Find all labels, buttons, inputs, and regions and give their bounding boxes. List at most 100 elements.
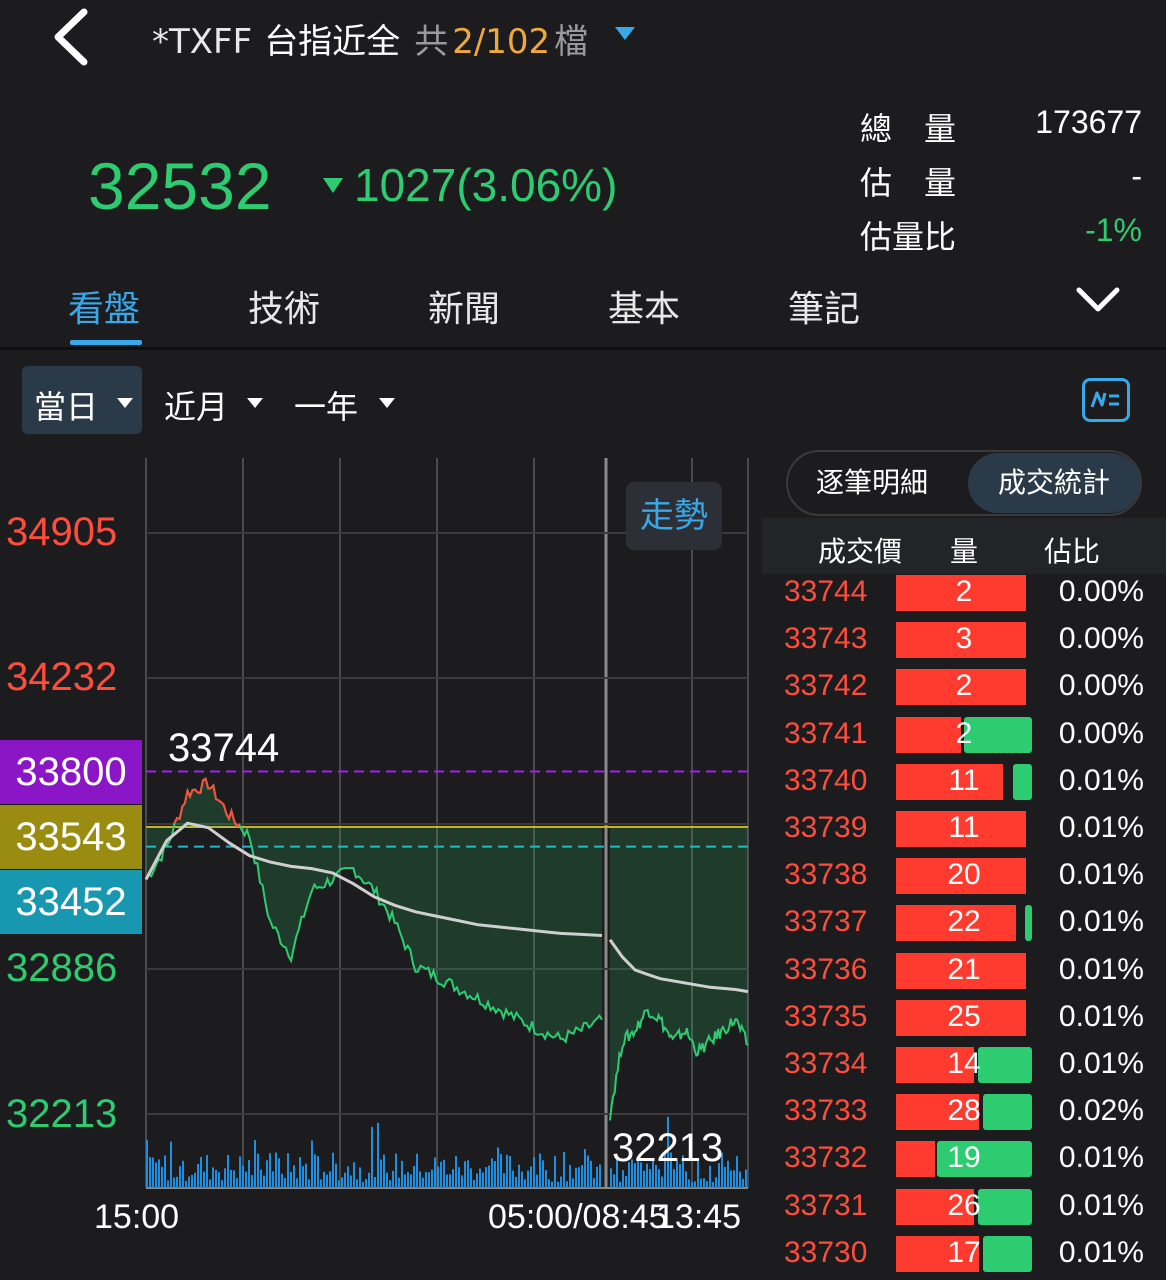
volume-bar — [374, 1177, 376, 1188]
tab-notes[interactable]: 筆記 — [788, 289, 861, 330]
row-ratio: 0.01% — [1058, 952, 1144, 986]
row-ratio: 0.00% — [1058, 669, 1144, 703]
volume-bar — [263, 1175, 265, 1188]
axis-label-5: 32886 — [6, 946, 118, 990]
row-volume: 26 — [947, 1188, 981, 1222]
tab-technical[interactable]: 技術 — [248, 289, 321, 330]
tab-watch[interactable]: 看盤 — [68, 289, 141, 330]
volume-bar — [527, 1170, 529, 1188]
volume-bar — [619, 1181, 621, 1188]
volume-bar — [368, 1172, 370, 1188]
column-ratio: 佔比 — [1044, 535, 1101, 568]
volume-bar — [269, 1153, 271, 1188]
volume-bar — [179, 1166, 181, 1188]
volume-bar — [667, 1116, 669, 1188]
volume-bar — [634, 1163, 636, 1188]
volume-bar — [200, 1157, 202, 1188]
row-volume: 28 — [947, 1094, 981, 1128]
volume-bar — [326, 1174, 328, 1188]
segment-tick-detail[interactable]: 逐筆明細 — [815, 466, 928, 499]
volume-bar — [530, 1166, 532, 1188]
volume-bar — [673, 1169, 675, 1188]
symbol-code: *TXFF — [152, 22, 253, 62]
volume-bar — [542, 1160, 544, 1188]
volume-bar — [206, 1155, 208, 1188]
volume-bar — [305, 1163, 307, 1188]
triangle-down-icon — [116, 394, 134, 413]
volume-bar — [467, 1160, 469, 1188]
volume-bar — [434, 1157, 436, 1188]
volume-bar — [572, 1178, 574, 1188]
volume-bar — [539, 1153, 541, 1188]
volume-bar — [329, 1171, 331, 1188]
volume-bar — [613, 1174, 615, 1188]
tab-fundamental[interactable]: 基本 — [608, 289, 681, 330]
volume-bar — [661, 1176, 663, 1188]
volume-bar — [398, 1177, 400, 1188]
row-volume: 14 — [947, 1047, 981, 1080]
volume-bar — [670, 1152, 672, 1188]
row-price: 33738 — [784, 858, 868, 892]
peak-price-label: 33744 — [168, 726, 280, 770]
volume-bar — [587, 1155, 589, 1188]
volume-bar — [338, 1180, 340, 1188]
title-bar[interactable]: *TXFF 台指近全 共 2/102 檔 — [152, 14, 588, 63]
volume-bar — [593, 1178, 595, 1188]
volume-bar — [365, 1179, 367, 1188]
row-price: 33735 — [784, 999, 868, 1033]
buy-volume-bar — [896, 1141, 935, 1178]
triangle-down-icon — [322, 177, 344, 199]
chevron-down-icon[interactable] — [1074, 284, 1122, 320]
volume-bar — [625, 1176, 627, 1188]
volume-bar — [401, 1160, 403, 1188]
stat-label-est-volume: 估 量 — [860, 164, 957, 202]
volume-bar — [709, 1165, 711, 1188]
volume-bar — [518, 1164, 520, 1188]
volume-bar — [679, 1164, 681, 1188]
volume-bar — [694, 1181, 696, 1188]
symbol-name: 台指近全 — [264, 22, 401, 62]
trend-button[interactable]: 走勢 — [626, 482, 722, 550]
volume-bar — [640, 1162, 642, 1188]
volume-bar — [637, 1159, 639, 1188]
range-year[interactable]: 一年 — [294, 388, 359, 426]
row-price: 33731 — [784, 1188, 868, 1222]
back-button[interactable] — [40, 2, 110, 72]
row-price: 33730 — [784, 1235, 868, 1269]
volume-bar — [691, 1181, 693, 1188]
volume-bar — [521, 1171, 523, 1188]
volume-bar — [233, 1170, 235, 1188]
indicator-settings-button[interactable] — [1082, 378, 1130, 422]
volume-bar — [548, 1179, 550, 1188]
segment-trade-stats[interactable]: 成交統計 — [968, 453, 1140, 513]
sell-volume-bar — [1013, 763, 1032, 800]
buy-volume-bar — [896, 905, 1016, 942]
row-ratio: 0.01% — [1058, 1141, 1144, 1175]
volume-bar — [149, 1157, 151, 1188]
volume-bar — [251, 1175, 253, 1188]
triangle-down-icon — [378, 394, 396, 413]
buy-volume-bar — [896, 622, 1026, 659]
volume-bar — [649, 1169, 651, 1188]
volume-bar — [317, 1156, 319, 1188]
volume-bar — [473, 1180, 475, 1188]
range-month[interactable]: 近月 — [164, 388, 229, 426]
avg-line-day — [608, 938, 749, 994]
volume-bar — [575, 1167, 577, 1188]
row-price: 33733 — [784, 1094, 868, 1128]
stat-value-total-volume: 173677 — [1035, 104, 1142, 140]
volume-bar — [596, 1166, 598, 1188]
volume-bar — [389, 1180, 391, 1188]
column-volume: 量 — [950, 535, 979, 568]
triangle-down-icon[interactable] — [614, 26, 636, 46]
volume-bar — [215, 1169, 217, 1188]
volume-bar — [380, 1159, 382, 1188]
volume-bar — [347, 1166, 349, 1188]
chevron-left-icon — [54, 8, 88, 66]
volume-bar — [745, 1169, 747, 1188]
row-volume: 20 — [947, 858, 981, 892]
volume-bar — [509, 1156, 511, 1188]
tab-news[interactable]: 新聞 — [428, 289, 501, 330]
volume-bar — [733, 1170, 735, 1188]
volume-bar — [302, 1166, 304, 1188]
